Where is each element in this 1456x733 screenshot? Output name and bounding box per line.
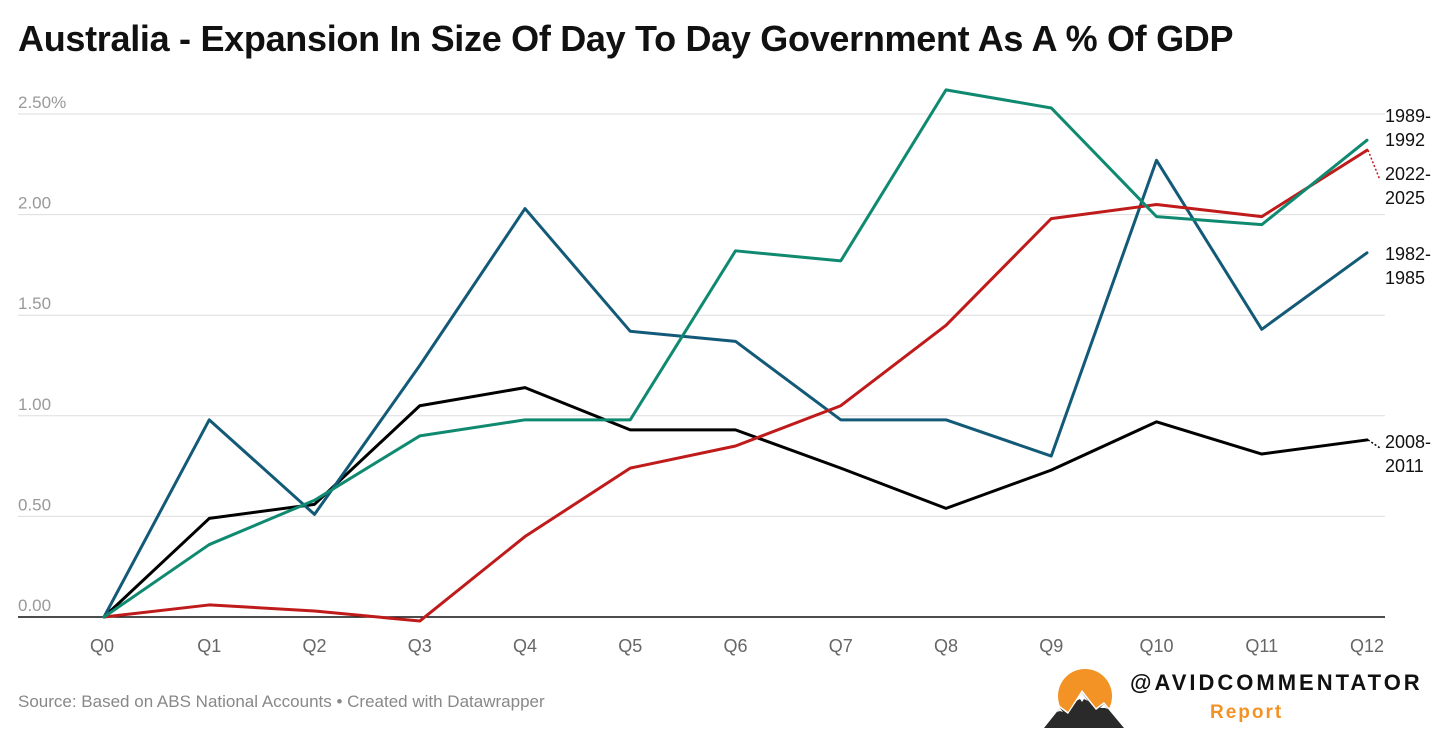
series-line-1982-1985	[102, 158, 1369, 619]
series-line-1989-1992	[102, 88, 1369, 619]
series-label-connector	[1367, 439, 1381, 449]
series-label-1989-1992: 1992	[1385, 130, 1425, 150]
y-tick-label: 2.00	[18, 194, 51, 213]
y-tick-label: 0.00	[18, 596, 51, 615]
y-tick-label: 1.00	[18, 395, 51, 414]
x-tick-label: Q1	[197, 636, 221, 656]
series-label-2008-2011: 2011	[1385, 456, 1424, 476]
x-tick-label: Q11	[1245, 636, 1278, 656]
series-label-2022-2025: 2025	[1385, 188, 1425, 208]
brand-handle: @AVIDCOMMENTATOR	[1130, 670, 1423, 695]
series-lines	[102, 88, 1369, 623]
brand-block: @AVIDCOMMENTATOR Report	[1040, 668, 1440, 730]
series-label-1982-1985: 1985	[1385, 268, 1425, 288]
x-tick-label: Q6	[723, 636, 747, 656]
x-tick-label: Q2	[302, 636, 326, 656]
x-tick-label: Q5	[618, 636, 642, 656]
x-axis-ticks: Q0 Q1 Q2 Q3 Q4 Q5 Q6 Q7 Q8 Q9 Q10 Q11 Q12	[90, 636, 1384, 656]
brand-subtitle: Report	[1210, 702, 1284, 723]
series-label-connector	[1367, 149, 1381, 181]
source-note: Source: Based on ABS National Accounts •…	[18, 692, 545, 711]
series-labels: 1989- 1992 2022- 2025 1982- 1985 2008- 2011	[1367, 106, 1431, 476]
series-line-2022-2025	[102, 148, 1369, 623]
series-label-1989-1992: 1989-	[1385, 106, 1431, 126]
y-tick-label: 2.50%	[18, 93, 66, 112]
series-line-2008-2011	[102, 386, 1369, 619]
series-label-1982-1985: 1982-	[1385, 244, 1431, 264]
x-tick-label: Q4	[513, 636, 537, 656]
x-tick-label: Q8	[934, 636, 958, 656]
x-tick-label: Q3	[408, 636, 432, 656]
y-tick-label: 0.50	[18, 495, 51, 514]
series-label-2022-2025: 2022-	[1385, 164, 1431, 184]
chart-title: Australia - Expansion In Size Of Day To …	[18, 18, 1234, 59]
y-axis-ticks: 0.00 0.50 1.00 1.50 2.00 2.50%	[18, 93, 66, 615]
x-tick-label: Q0	[90, 636, 114, 656]
x-tick-label: Q7	[829, 636, 853, 656]
y-tick-label: 1.50	[18, 294, 51, 313]
sun-mountains-icon	[1042, 669, 1126, 728]
x-tick-label: Q10	[1139, 636, 1173, 656]
grid-lines	[18, 113, 1385, 618]
x-tick-label: Q9	[1039, 636, 1063, 656]
series-label-2008-2011: 2008-	[1385, 432, 1431, 452]
x-tick-label: Q12	[1350, 636, 1384, 656]
